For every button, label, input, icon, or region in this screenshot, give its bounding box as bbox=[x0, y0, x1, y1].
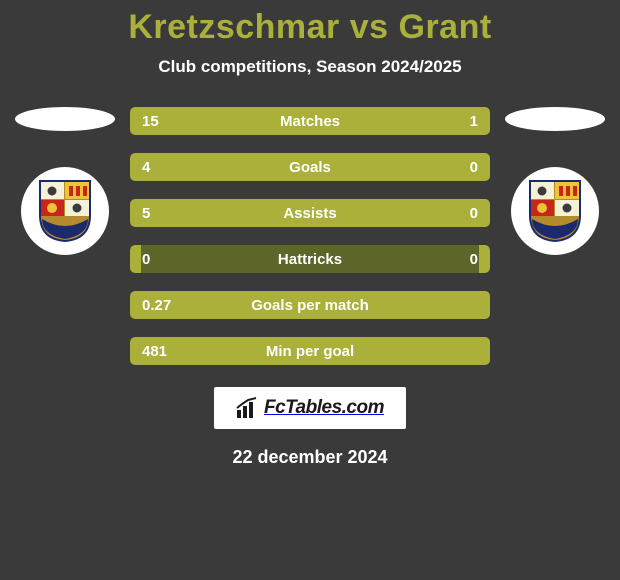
left-side bbox=[10, 107, 120, 255]
team-crest-right bbox=[511, 167, 599, 255]
right-side bbox=[500, 107, 610, 255]
team-crest-left bbox=[21, 167, 109, 255]
page-title: Kretzschmar vs Grant bbox=[0, 8, 620, 47]
bar-right bbox=[425, 107, 490, 135]
stat-label: Goals bbox=[289, 159, 331, 176]
footer: FcTables.com 22 december 2024 bbox=[0, 387, 620, 468]
chart-icon bbox=[236, 397, 258, 419]
stats-column: 15 Matches 1 4 Goals 0 5 Assists 0 0 Hattricks 0 0.2… bbox=[130, 107, 490, 365]
bar-left bbox=[130, 107, 425, 135]
stat-label: Matches bbox=[280, 113, 340, 130]
stat-row: 4 Goals 0 bbox=[130, 153, 490, 181]
bar-left bbox=[130, 245, 141, 273]
stat-value-left: 0 bbox=[142, 251, 150, 268]
comparison-card: Kretzschmar vs Grant Club competitions, … bbox=[0, 0, 620, 468]
bar-right bbox=[479, 245, 490, 273]
shield-icon bbox=[36, 179, 94, 243]
stat-row: 0 Hattricks 0 bbox=[130, 245, 490, 273]
stat-value-left: 4 bbox=[142, 159, 150, 176]
subtitle: Club competitions, Season 2024/2025 bbox=[0, 57, 620, 77]
stat-label: Hattricks bbox=[278, 251, 342, 268]
stat-value-right: 0 bbox=[470, 159, 478, 176]
brand-link[interactable]: FcTables.com bbox=[214, 387, 406, 429]
stat-value-right: 0 bbox=[470, 251, 478, 268]
date-text: 22 december 2024 bbox=[232, 447, 387, 468]
stat-row: 481 Min per goal bbox=[130, 337, 490, 365]
main-area: 15 Matches 1 4 Goals 0 5 Assists 0 0 Hattricks 0 0.2… bbox=[0, 107, 620, 365]
stat-label: Min per goal bbox=[266, 343, 354, 360]
stat-value-right: 0 bbox=[470, 205, 478, 222]
stat-value-left: 5 bbox=[142, 205, 150, 222]
player-photo-placeholder-right bbox=[505, 107, 605, 131]
shield-icon bbox=[526, 179, 584, 243]
stat-value-right: 1 bbox=[470, 113, 478, 130]
player-photo-placeholder-left bbox=[15, 107, 115, 131]
stat-value-left: 481 bbox=[142, 343, 167, 360]
stat-value-left: 15 bbox=[142, 113, 159, 130]
stat-label: Goals per match bbox=[251, 297, 369, 314]
stat-row: 0.27 Goals per match bbox=[130, 291, 490, 319]
brand-text: FcTables.com bbox=[264, 397, 384, 419]
stat-value-left: 0.27 bbox=[142, 297, 171, 314]
stat-row: 15 Matches 1 bbox=[130, 107, 490, 135]
stat-label: Assists bbox=[283, 205, 336, 222]
stat-row: 5 Assists 0 bbox=[130, 199, 490, 227]
